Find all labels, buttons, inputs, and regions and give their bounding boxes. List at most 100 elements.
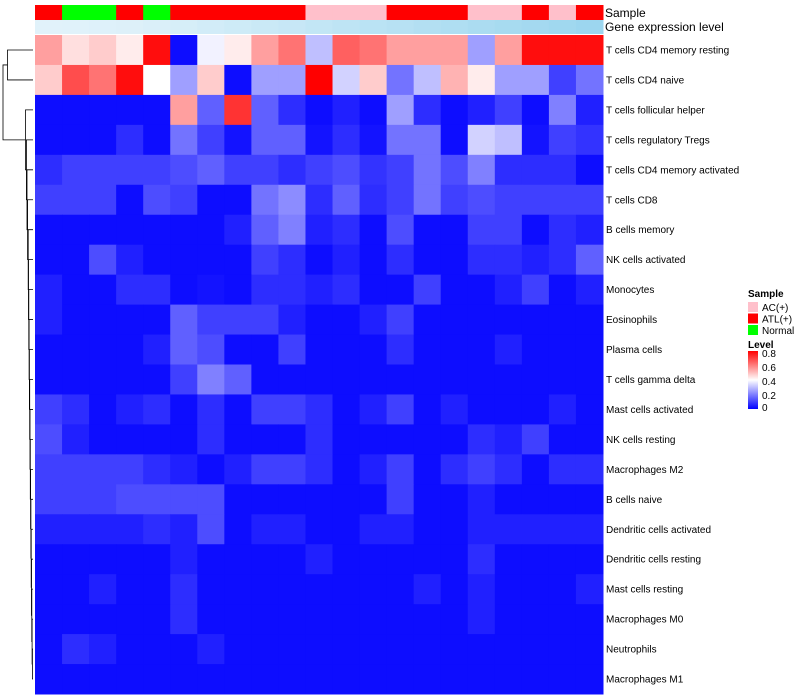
heatmap-cell [575,334,604,365]
level-color-bar [748,351,758,409]
level-tick-0.2: 0.2 [762,391,776,402]
heatmap-cell [494,94,523,126]
heatmap-cell [575,424,604,455]
heatmap-cell [575,574,604,605]
heatmap-cell [170,184,198,216]
heatmap-cell [224,514,252,545]
heatmap-cell [575,394,604,425]
heatmap-cell [62,94,90,126]
heatmap-cell [143,424,171,455]
heatmap-cell [467,64,496,96]
heatmap-cell [548,334,577,365]
heatmap-cell [413,484,442,515]
level-legend-title: Level [748,340,774,351]
heatmap-cell [305,424,334,455]
heatmap-cell [548,124,577,156]
heatmap-cell [413,604,442,635]
heatmap-cell [62,454,90,485]
heatmap-cell [197,35,225,66]
heatmap-cell [278,604,306,635]
heatmap-cell [224,364,252,395]
level-legend: Level 0.8 0.6 0.4 0.2 0 [748,340,776,414]
heatmap-cell [170,154,198,186]
heatmap-cell [35,64,63,96]
heatmap-cell [89,154,117,186]
heatmap-cell [467,664,496,695]
row-label: Monocytes [606,285,654,296]
gene-expression-annotation-cell [89,20,117,34]
heatmap-cell [413,214,442,246]
heatmap-cell [251,634,279,665]
heatmap-cell [197,514,225,545]
heatmap-cell [467,154,496,186]
heatmap-cell [278,424,306,455]
heatmap-cell [548,364,577,395]
gene-expression-annotation-cell [521,20,550,34]
heatmap-cell [548,604,577,635]
heatmap-cell [116,574,144,605]
heatmap-cell [251,64,279,96]
heatmap-cell [224,94,252,126]
heatmap-cell [332,214,361,246]
column-annotations [35,5,604,34]
gene-expression-annotation-cell [35,20,63,34]
heatmap-cell [467,334,496,365]
heatmap-cell [197,124,225,156]
heatmap-cell [35,334,63,365]
heatmap-cell [251,154,279,186]
heatmap-cell [197,394,225,425]
heatmap-cell [197,364,225,395]
heatmap-cell [35,35,63,66]
sample-annotation-cell [413,5,442,20]
heatmap-cell [521,514,550,545]
heatmap-cell [62,394,90,425]
heatmap-cell [575,364,604,395]
gene-expression-annotation-cell [116,20,144,34]
heatmap-cell [359,574,388,605]
sample-annotation-cell [224,5,252,20]
heatmap-cell [521,394,550,425]
heatmap-cell [467,514,496,545]
row-label: Dendritic cells activated [606,525,711,536]
heatmap-cell [440,544,469,575]
heatmap-cell [89,244,117,276]
heatmap-cell [62,544,90,575]
gene-expression-annotation-cell [467,20,496,34]
heatmap-cell [143,484,171,515]
heatmap-cell [251,574,279,605]
heatmap-cell [494,244,523,276]
heatmap-cell [305,484,334,515]
heatmap-cell [305,544,334,575]
heatmap-cell [224,334,252,365]
heatmap-cell [386,154,415,186]
heatmap-cell [143,184,171,216]
heatmap-cell [35,304,63,336]
heatmap-cell [89,334,117,365]
sample-legend-title: Sample [748,289,784,300]
heatmap-cell [251,35,279,66]
heatmap-cell [386,124,415,156]
heatmap-cell [278,64,306,96]
heatmap-cell [170,304,198,336]
heatmap-cell [440,35,469,66]
heatmap-cell [35,424,63,455]
sample-annotation-cell [89,5,117,20]
dendrogram-branch [7,49,33,81]
gene-expression-annotation-cell [332,20,361,34]
heatmap-cell [170,364,198,395]
heatmap-cell [62,484,90,515]
heatmap-cell [359,484,388,515]
heatmap-cell [413,544,442,575]
level-tick-0.6: 0.6 [762,363,776,374]
heatmap-cell [224,574,252,605]
sample-annotation-cell [332,5,361,20]
heatmap-cell [278,124,306,156]
heatmap-cell [359,364,388,395]
heatmap-cell [548,634,577,665]
heatmap-cell [494,364,523,395]
row-label: T cells regulatory Tregs [606,135,710,146]
legend-label-atl: ATL(+) [762,315,792,326]
heatmap-cell [332,544,361,575]
gene-expression-annotation-cell [548,20,577,34]
heatmap-cell [386,484,415,515]
